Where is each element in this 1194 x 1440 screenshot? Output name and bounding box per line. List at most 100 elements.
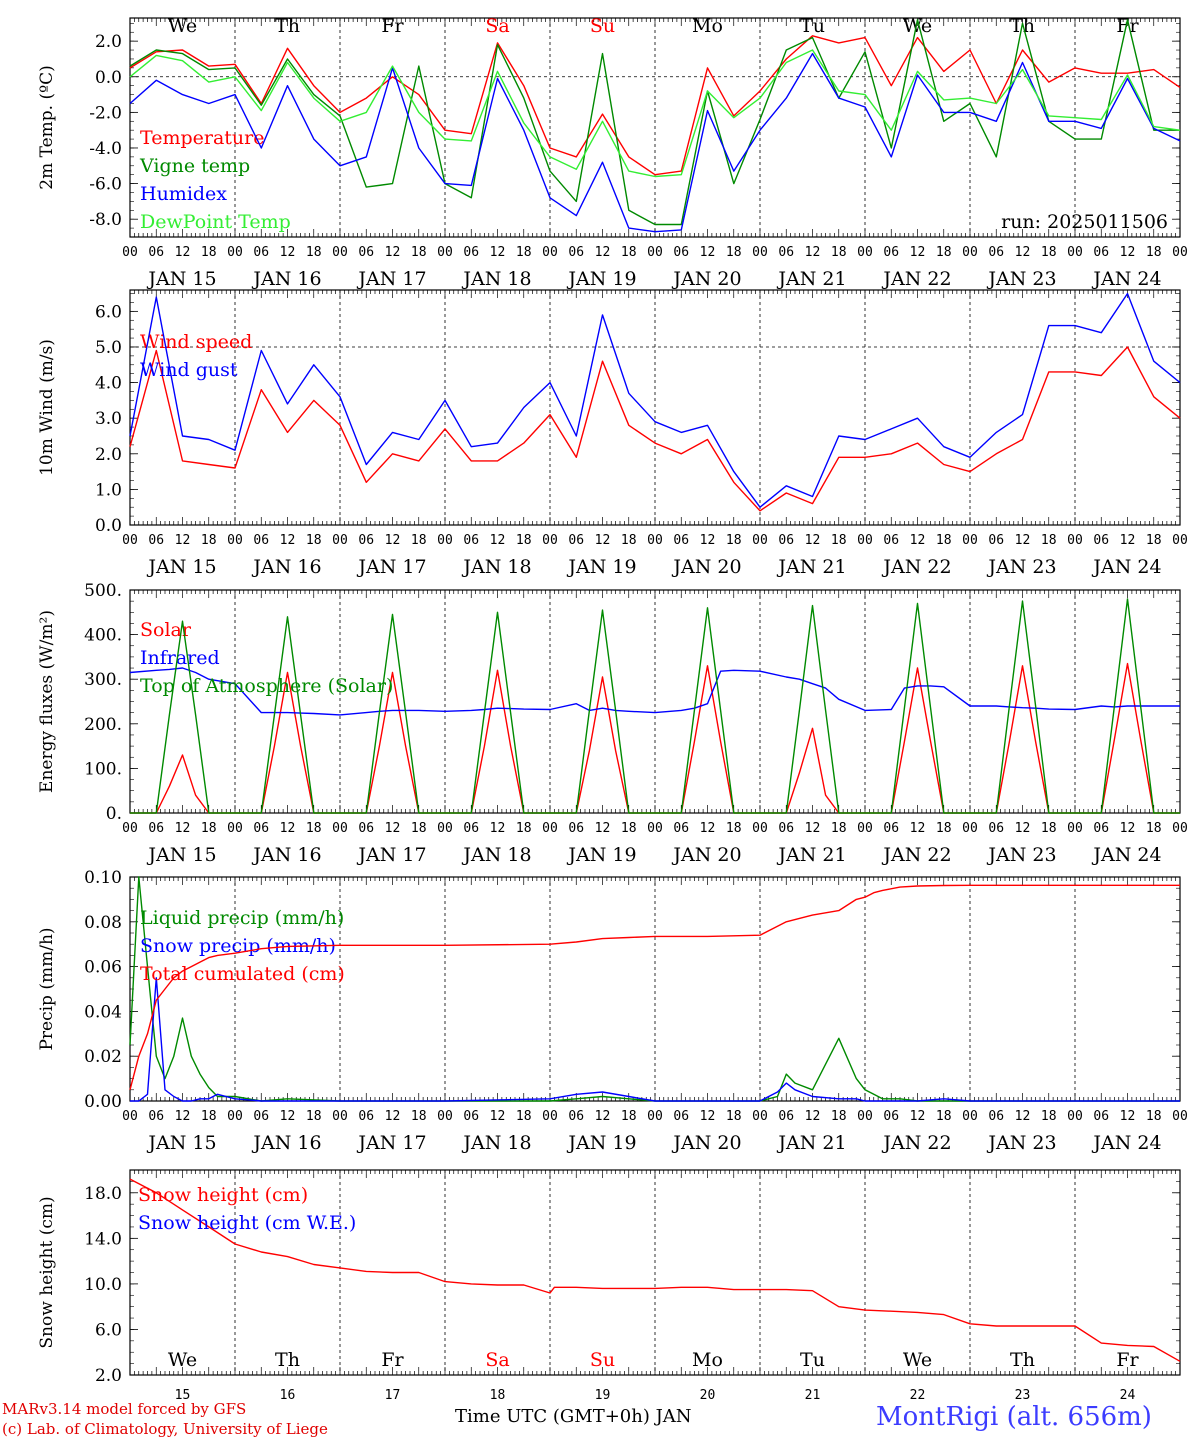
- y-tick-label: 500.: [84, 581, 122, 601]
- x-hour-label: 00: [962, 1109, 978, 1124]
- x-hour-label: 18: [726, 1109, 742, 1124]
- day-name-label: Th: [275, 15, 300, 37]
- y-axis-label: 10m Wind (m/s): [37, 339, 57, 476]
- y-axis-label: Energy fluxes (W/m²): [37, 610, 57, 793]
- x-hour-label: 12: [175, 821, 191, 836]
- x-hour-label: 18: [621, 533, 637, 548]
- x-hour-label: 06: [778, 821, 794, 836]
- x-hour-label: 00: [227, 533, 243, 548]
- day-number-label: 22: [910, 1388, 926, 1403]
- day-name-label: Fr: [1116, 1349, 1139, 1371]
- y-axis-label: Snow height (cm): [37, 1196, 57, 1348]
- x-date-label: JAN 22: [881, 844, 951, 866]
- station-name: MontRigi (alt. 656m): [876, 1402, 1152, 1432]
- x-hour-label: 00: [857, 1109, 873, 1124]
- x-hour-label: 00: [962, 533, 978, 548]
- x-hour-label: 06: [778, 533, 794, 548]
- day-name-label: Th: [1010, 1349, 1035, 1371]
- x-hour-label: 00: [437, 533, 453, 548]
- day-number-label: 24: [1120, 1388, 1136, 1403]
- x-hour-label: 00: [332, 245, 348, 260]
- x-hour-label: 18: [726, 533, 742, 548]
- day-name-label: We: [168, 1349, 197, 1371]
- x-hour-label: 00: [647, 1109, 663, 1124]
- x-hour-label: 06: [568, 533, 584, 548]
- y-axis-label: 2m Temp. (ºC): [37, 65, 57, 190]
- day-name-label: Su: [590, 15, 615, 37]
- legend-entry: Liquid precip (mm/h): [140, 907, 344, 929]
- y-tick-label: 200.: [84, 715, 122, 735]
- x-date-label: JAN 22: [881, 1132, 951, 1154]
- x-hour-label: 06: [568, 245, 584, 260]
- x-hour-label: 12: [1015, 533, 1031, 548]
- x-hour-label: 12: [805, 821, 821, 836]
- legend-entry: Infrared: [140, 647, 220, 669]
- x-hour-label: 18: [516, 245, 532, 260]
- x-hour-label: 18: [516, 1109, 532, 1124]
- x-hour-label: 00: [332, 533, 348, 548]
- x-hour-label: 06: [1093, 245, 1109, 260]
- x-hour-label: 00: [752, 245, 768, 260]
- y-tick-label: 2.0: [95, 445, 122, 465]
- x-hour-label: 06: [253, 245, 269, 260]
- y-tick-label: -4.0: [89, 139, 122, 159]
- day-number-label: 20: [700, 1388, 716, 1403]
- series-line-3: [129, 884, 1180, 1090]
- x-hour-label: 06: [673, 821, 689, 836]
- x-hour-label: 12: [1120, 245, 1136, 260]
- day-number-label: 21: [805, 1388, 821, 1403]
- x-hour-label: 12: [910, 245, 926, 260]
- credit-line-2: (c) Lab. of Climatology, University of L…: [2, 1420, 328, 1438]
- x-date-label: JAN 16: [251, 844, 321, 866]
- x-hour-label: 18: [1041, 245, 1057, 260]
- x-date-label: JAN 15: [146, 556, 216, 578]
- x-hour-label: 12: [1120, 821, 1136, 836]
- x-hour-label: 06: [673, 533, 689, 548]
- day-name-label: Th: [275, 1349, 300, 1371]
- y-tick-label: -8.0: [89, 210, 122, 230]
- y-tick-label: 2.0: [95, 1366, 122, 1386]
- x-hour-label: 18: [411, 533, 427, 548]
- x-date-label: JAN 24: [1091, 1132, 1161, 1154]
- x-hour-label: 06: [988, 533, 1004, 548]
- panel-3: 0. 100. 200. 300. 400. 500. Energy fluxes (W/m…: [37, 581, 1188, 866]
- y-tick-label: 0.: [106, 804, 122, 824]
- x-hour-label: 00: [227, 245, 243, 260]
- x-date-label: JAN 20: [671, 844, 741, 866]
- x-date-label: JAN 21: [776, 1132, 846, 1154]
- x-hour-label: 06: [883, 245, 899, 260]
- x-date-label: JAN 20: [671, 556, 741, 578]
- y-tick-label: 3.0: [95, 409, 122, 429]
- x-hour-label: 00: [962, 245, 978, 260]
- day-name-label: Sa: [485, 1349, 509, 1371]
- x-hour-label: 18: [411, 1109, 427, 1124]
- x-date-label: JAN 19: [566, 844, 636, 866]
- x-date-label: JAN 20: [671, 268, 741, 290]
- x-hour-label: 12: [490, 533, 506, 548]
- y-tick-label: -2.0: [89, 103, 122, 123]
- x-hour-label: 06: [463, 533, 479, 548]
- x-date-label: JAN 17: [356, 1132, 426, 1154]
- x-hour-label: 00: [542, 245, 558, 260]
- x-hour-label: 18: [411, 821, 427, 836]
- x-hour-label: 12: [1120, 533, 1136, 548]
- x-hour-label: 00: [542, 533, 558, 548]
- x-hour-label: 18: [936, 533, 952, 548]
- y-tick-label: 1.0: [95, 480, 122, 500]
- y-tick-label: 6.0: [95, 302, 122, 322]
- x-date-label: JAN 19: [566, 1132, 636, 1154]
- y-tick-label: 0.10: [84, 868, 122, 888]
- x-hour-label: 18: [1041, 1109, 1057, 1124]
- x-hour-label: 12: [385, 533, 401, 548]
- day-name-label: Mo: [692, 1349, 723, 1371]
- series-line-1: [129, 346, 1181, 512]
- x-hour-label: 12: [385, 245, 401, 260]
- x-hour-label: 18: [726, 245, 742, 260]
- x-hour-label: 12: [700, 1109, 716, 1124]
- panel-2: 0.0 1.0 2.0 3.0 4.0 5.0 6.0 10m Wind (m/s) 00 06 1…: [37, 289, 1188, 578]
- x-hour-label: 00: [857, 821, 873, 836]
- x-hour-label: 00: [1172, 1109, 1188, 1124]
- y-tick-label: 0.02: [84, 1047, 122, 1067]
- x-hour-label: 06: [358, 821, 374, 836]
- legend-entry: Wind speed: [140, 331, 252, 353]
